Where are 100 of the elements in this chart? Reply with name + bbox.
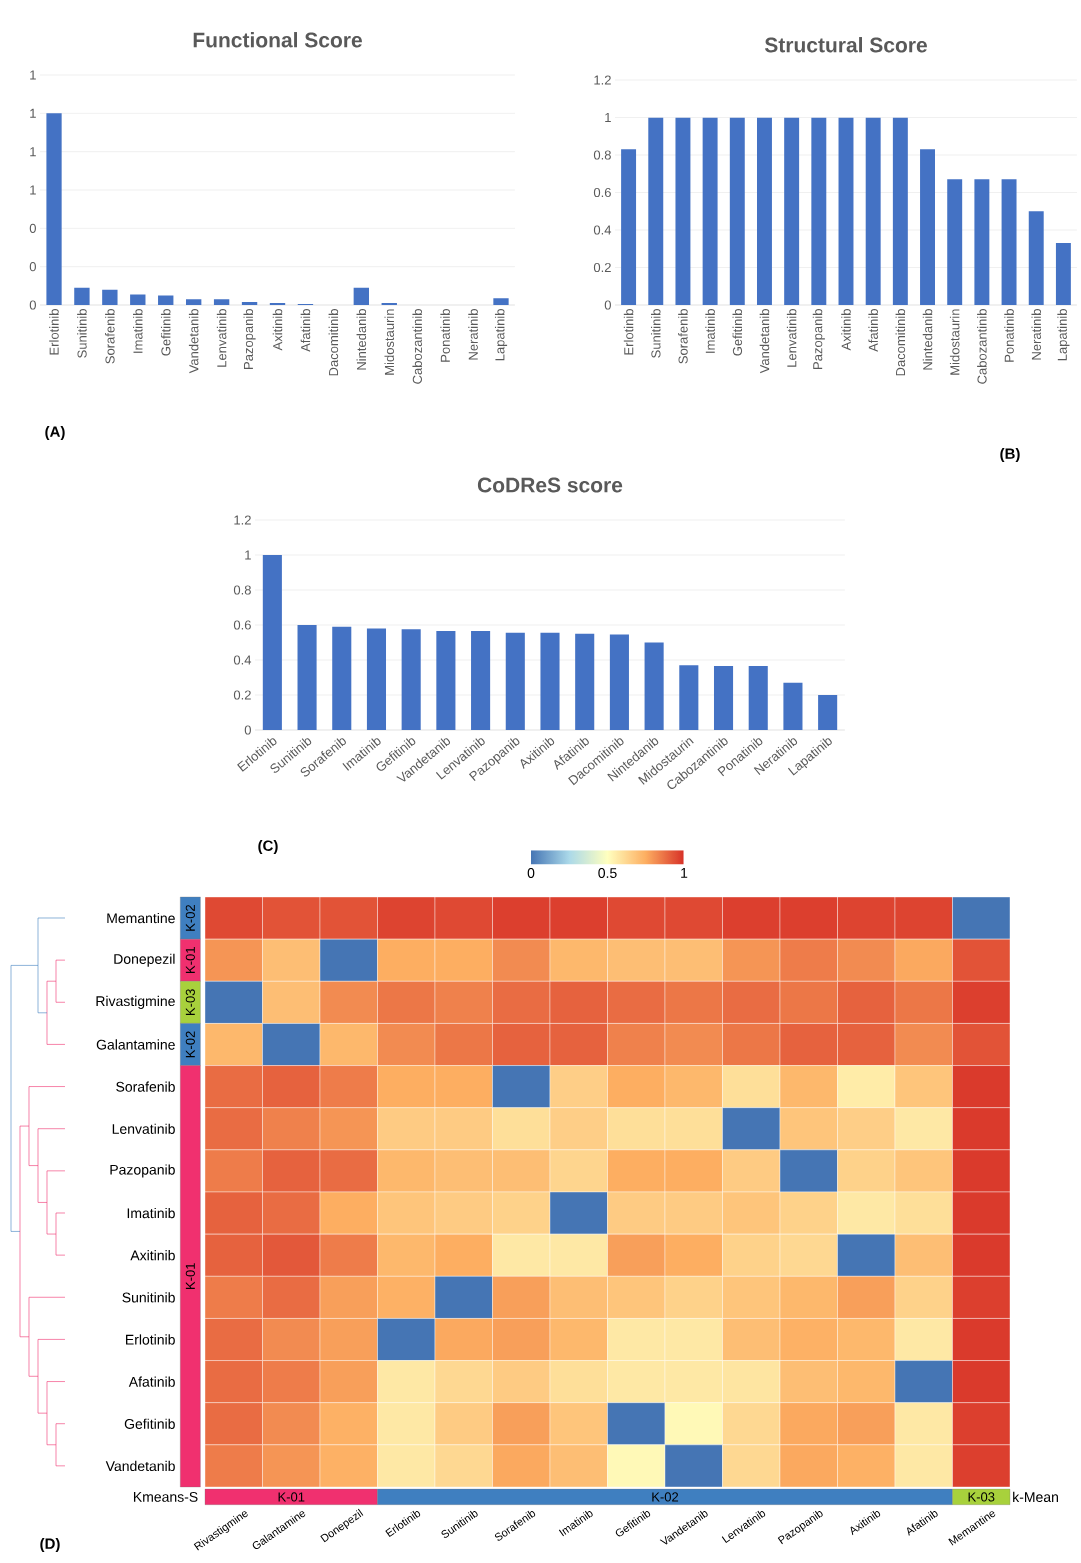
y-tick-label: 0 — [29, 300, 36, 310]
x-tick-label: Afatinib — [868, 309, 878, 352]
bar — [540, 632, 560, 730]
y-tick-label: 0.4 — [233, 655, 252, 665]
bar — [436, 631, 456, 730]
text: K-01 — [278, 1492, 305, 1502]
x-tick-label: Midostaurin — [384, 309, 395, 375]
bar — [575, 633, 595, 730]
bar — [811, 117, 827, 305]
bar — [241, 302, 258, 305]
x-tick-label: Sorafenib — [678, 309, 688, 364]
bar — [74, 287, 90, 305]
x-tick-label: Nintedanib — [356, 309, 367, 370]
text: (D) — [40, 1538, 60, 1552]
bar — [1055, 243, 1071, 305]
x-tick-label: Dacomitinib — [895, 309, 906, 376]
y-tick-label: 1 — [605, 113, 611, 122]
y-tick-label: Sunitinib — [122, 1292, 175, 1303]
x-tick-label: Gefitinib — [732, 309, 743, 356]
x-tick-label: Neratinib — [468, 309, 478, 360]
bar — [974, 179, 990, 305]
y-tick-label: 1.2 — [594, 75, 611, 85]
bar — [648, 117, 664, 305]
bar — [757, 117, 772, 305]
bar — [748, 666, 768, 730]
text: K-02 — [185, 1031, 195, 1058]
x-tick-label: Nintedanib — [922, 309, 933, 370]
text: K-02 — [185, 905, 195, 931]
y-tick-label: Memantine — [107, 912, 175, 924]
text: Kmeans-S — [133, 1491, 198, 1502]
bar — [818, 694, 838, 730]
y-tick-label: 1.2 — [234, 515, 251, 525]
bar — [838, 117, 854, 305]
bar — [185, 299, 202, 305]
y-tick-label: 0.4 — [593, 225, 612, 235]
x-tick-label: Lapatinib — [1057, 309, 1070, 361]
bar — [213, 299, 230, 305]
y-tick-label: Erlotinib — [126, 1334, 175, 1345]
x-tick-label: Afatinib — [300, 309, 311, 352]
x-tick-label: Cabozantinib — [977, 309, 987, 384]
x-tick-label: Ponatinib — [1004, 309, 1014, 362]
y-tick-label: 0.8 — [593, 150, 611, 160]
y-tick-label: 0.6 — [593, 187, 611, 198]
bar — [679, 665, 699, 730]
text: K-01 — [185, 1263, 195, 1289]
bar — [702, 117, 718, 305]
y-tick-label: 1 — [30, 108, 36, 118]
x-tick-label: Cabozantinib — [412, 309, 422, 384]
text: K-02 — [652, 1492, 679, 1502]
y-tick-label: 1 — [30, 185, 36, 195]
x-tick-label: Imatinib — [705, 309, 715, 353]
x-tick-label: Lapatinib — [494, 309, 508, 361]
text: (A) — [45, 426, 65, 440]
y-tick-label: 0 — [29, 262, 36, 272]
x-tick-label: Neratinib — [1031, 309, 1041, 360]
y-tick-label: 0.2 — [233, 690, 251, 700]
bar — [621, 149, 637, 305]
y-tick-label: 1 — [245, 550, 251, 560]
y-tick-label: Gefitinib — [124, 1418, 175, 1429]
text: K-03 — [968, 1492, 995, 1502]
text: K-03 — [185, 989, 195, 1016]
text: K-01 — [185, 947, 195, 973]
bar — [493, 298, 509, 305]
y-tick-label: Rivastigmine — [96, 995, 175, 1009]
y-tick-label: 0.8 — [233, 585, 251, 595]
bar — [401, 629, 421, 730]
bar — [644, 642, 664, 730]
y-tick-label: 0.2 — [593, 262, 611, 273]
bar — [130, 294, 146, 305]
bar — [158, 295, 174, 305]
bar — [675, 117, 691, 305]
chart-title: Functional Score — [193, 32, 362, 48]
bar — [332, 626, 352, 730]
bar — [46, 113, 62, 305]
bar — [892, 117, 908, 305]
y-tick-label: Sorafenib — [116, 1081, 175, 1092]
color-bar-label: 1 — [681, 868, 688, 878]
bar — [471, 631, 491, 730]
x-tick-label: Vandetanib — [759, 309, 770, 374]
y-tick-label: 0.6 — [233, 620, 251, 630]
color-bar-label: 0.5 — [598, 868, 617, 878]
bar — [505, 632, 525, 730]
text: (B) — [1000, 448, 1020, 462]
x-tick-label: Axitinib — [272, 309, 283, 351]
y-tick-label: Imatinib — [127, 1207, 175, 1219]
bar — [1028, 211, 1044, 305]
x-tick-label: Pazopanib — [812, 309, 825, 369]
bar — [297, 624, 317, 730]
bar — [729, 117, 745, 305]
y-tick-label: Axitinib — [130, 1250, 175, 1261]
y-tick-label: 0 — [604, 300, 611, 310]
chart-title: CoDReS score — [477, 477, 623, 493]
bar — [1001, 179, 1017, 305]
text: (C) — [258, 840, 278, 854]
bar — [784, 117, 800, 305]
bar — [920, 149, 935, 305]
x-tick-label: Axitinib — [841, 309, 851, 351]
x-tick-label: Sunitinib — [650, 309, 661, 358]
y-tick-label: 1 — [30, 70, 36, 80]
bar — [947, 179, 963, 305]
